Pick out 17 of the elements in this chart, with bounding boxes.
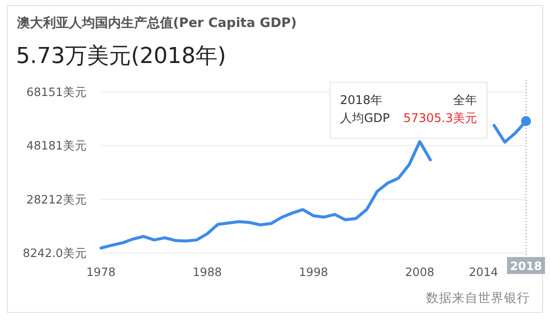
ref-line-label: 2018 xyxy=(510,259,542,273)
y-tick-label: 68151美元 xyxy=(26,85,87,99)
y-tick-label: 48181美元 xyxy=(26,138,87,153)
x-tick-label: 1978 xyxy=(86,265,116,279)
chart-title: 澳大利亚人均国内生产总值(Per Capita GDP) xyxy=(16,15,297,31)
annotation: 2018年 xyxy=(340,93,383,108)
x-tick-label: 1988 xyxy=(192,265,222,279)
x-tick-label: 2008 xyxy=(405,265,434,279)
annotation: 全年 xyxy=(453,93,477,108)
y-tick-label: 8242.0美元 xyxy=(22,246,87,260)
chart-subtitle: 5.73万美元(2018年) xyxy=(16,44,226,69)
x-tick-label: 2014 xyxy=(468,265,498,279)
y-tick-label: 28212美元 xyxy=(26,192,87,206)
x-tick-label: 1998 xyxy=(298,265,328,279)
text: 数据来自世界银行 xyxy=(426,290,530,305)
annotation: 57305.3美元 xyxy=(403,111,477,126)
annotation: 人均GDP xyxy=(340,111,390,126)
